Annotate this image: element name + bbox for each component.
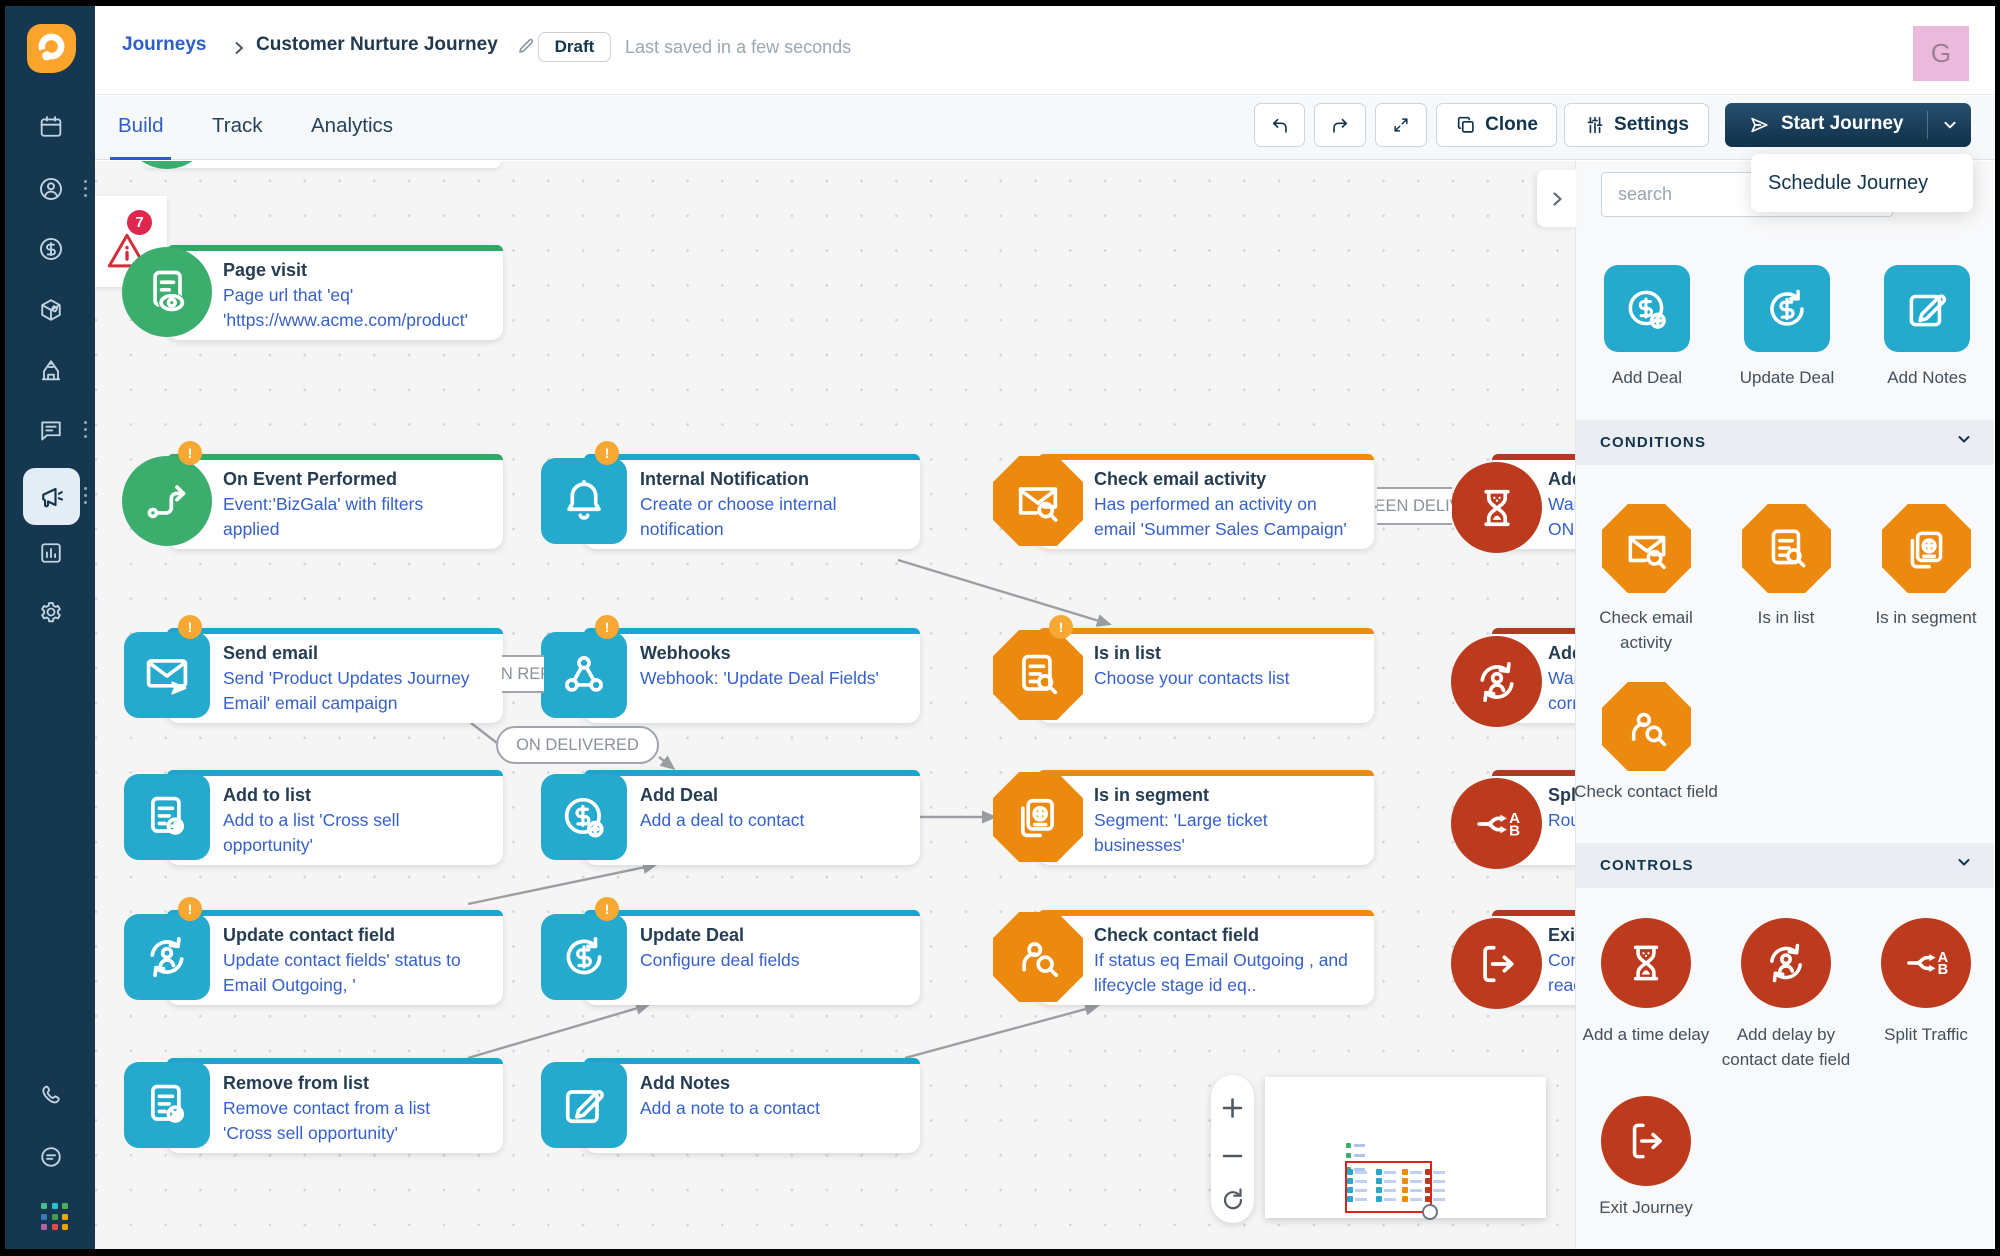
- svg-text:A: A: [1938, 950, 1949, 966]
- svg-text:B: B: [1938, 962, 1949, 978]
- svg-text:A: A: [1509, 810, 1520, 827]
- svg-text:B: B: [1509, 822, 1520, 839]
